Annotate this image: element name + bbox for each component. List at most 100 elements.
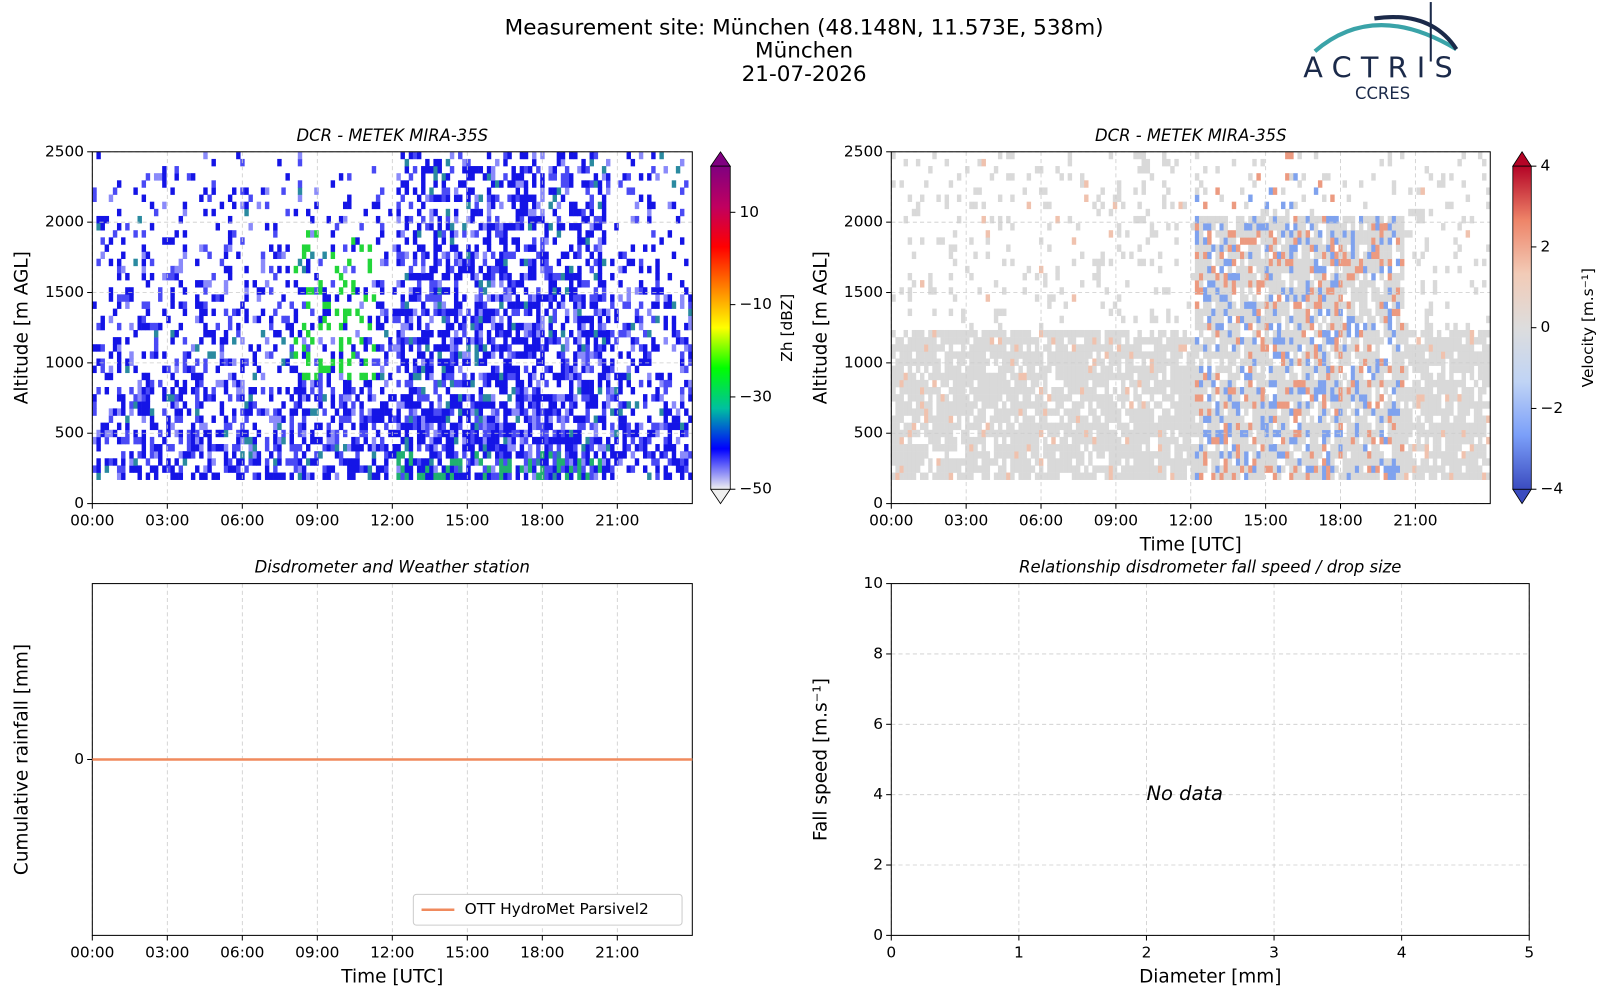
radar-cell [1223, 329, 1228, 338]
radar-cell [1194, 337, 1200, 345]
radar-cell [421, 394, 426, 402]
radar-cell [1043, 372, 1048, 381]
radar-cell [597, 180, 603, 188]
radar-cell [499, 329, 504, 338]
radar-cell [523, 244, 529, 252]
radar-cell [1219, 215, 1224, 224]
radar-cell [433, 465, 438, 473]
radar-cell [585, 408, 590, 416]
radar-cell [1252, 329, 1257, 338]
radar-cell [342, 308, 348, 317]
radar-cell [642, 444, 648, 452]
radar-cell [482, 315, 488, 324]
radar-cell [920, 358, 925, 366]
radar-cell [903, 451, 908, 459]
radar-cell [1235, 422, 1241, 431]
radar-cell [1240, 358, 1245, 366]
y-axis-label: Altitude [m AGL] [12, 251, 33, 404]
radar-cell [1133, 344, 1138, 352]
radar-cell [1178, 344, 1183, 352]
radar-cell [437, 408, 442, 416]
radar-cell [940, 329, 945, 338]
radar-cell [1256, 394, 1261, 402]
radar-cell [1260, 322, 1265, 331]
radar-cell [429, 372, 434, 381]
radar-cell [1272, 208, 1278, 217]
radar-cell [569, 465, 574, 473]
radar-cell [1149, 465, 1155, 473]
radar-cell [499, 422, 504, 431]
radar-cell [129, 451, 134, 459]
radar-cell [536, 301, 541, 309]
radar-cell [433, 379, 438, 388]
radar-cell [297, 387, 303, 395]
radar-cell [433, 194, 438, 202]
radar-cell [490, 415, 496, 423]
radar-cell [490, 465, 496, 473]
radar-cell [1276, 237, 1282, 245]
radar-cell [207, 194, 212, 202]
radar-cell [548, 422, 553, 431]
radar-cell [956, 394, 962, 402]
radar-cell [1059, 372, 1064, 381]
radar-cell [429, 451, 434, 459]
radar-cell [593, 472, 599, 480]
radar-cell [153, 444, 159, 452]
radar-cell [1149, 394, 1155, 402]
radar-cell [490, 365, 496, 374]
radar-cell [408, 465, 414, 473]
radar-cell [511, 201, 516, 210]
radar-cell [223, 251, 229, 260]
radar-cell [92, 344, 97, 352]
radar-cell [182, 351, 188, 359]
radar-cell [1256, 251, 1261, 260]
radar-cell [1256, 379, 1261, 388]
radar-cell [573, 201, 578, 210]
radar-cell [1108, 372, 1114, 381]
radar-cell [1194, 230, 1200, 238]
radar-cell [944, 444, 950, 452]
radar-cell [1026, 173, 1032, 181]
radar-cell [1211, 294, 1216, 302]
radar-cell [474, 401, 479, 409]
radar-cell [1256, 472, 1261, 480]
radar-cell [318, 401, 323, 409]
radar-cell [1268, 458, 1274, 466]
radar-cell [679, 465, 685, 473]
radar-cell [1240, 294, 1245, 302]
radar-cell [186, 408, 192, 416]
radar-cell [482, 272, 488, 281]
radar-cell [121, 265, 126, 274]
radar-cell [1198, 372, 1204, 381]
radar-cell [232, 465, 237, 473]
radar-cell [1268, 187, 1274, 195]
radar-cell [429, 329, 434, 338]
radar-cell [1100, 379, 1105, 388]
radar-cell [1133, 151, 1138, 160]
radar-cell [396, 215, 401, 224]
radar-cell [511, 173, 516, 181]
radar-cell [1051, 429, 1056, 438]
radar-cell [384, 308, 389, 317]
radar-cell [1252, 401, 1257, 409]
radar-cell [659, 394, 664, 402]
radar-cell [310, 429, 315, 438]
radar-cell [371, 344, 377, 352]
radar-cell [634, 215, 640, 224]
radar-cell [437, 280, 442, 288]
radar-cell [1248, 237, 1253, 245]
radar-cell [564, 451, 570, 459]
radar-cell [162, 180, 167, 188]
radar-cell [503, 287, 508, 295]
radar-cell [219, 358, 225, 366]
radar-cell [1207, 294, 1212, 302]
radar-cell [891, 415, 896, 423]
radar-cell [1174, 223, 1179, 231]
radar-cell [141, 251, 147, 260]
radar-cell [404, 458, 410, 466]
radar-cell [125, 337, 130, 345]
radar-cell [519, 379, 525, 388]
radar-cell [593, 223, 599, 231]
radar-cell [1149, 415, 1155, 423]
radar-cell [667, 408, 673, 416]
